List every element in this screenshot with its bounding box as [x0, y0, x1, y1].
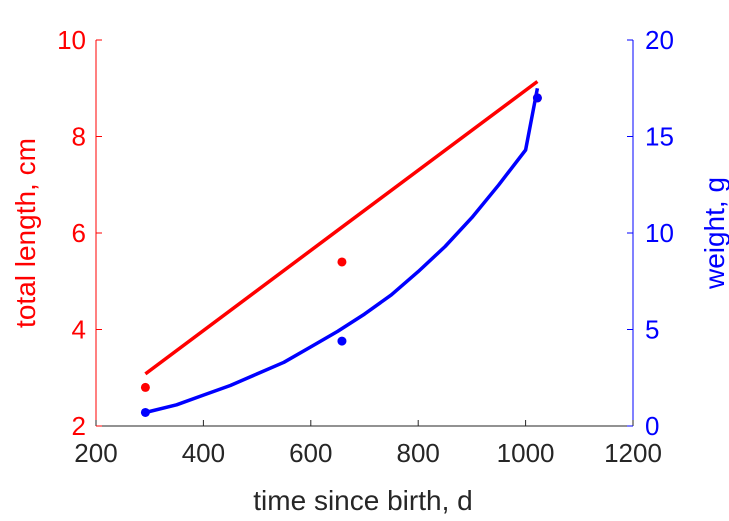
right-y-tick-label: 10 [645, 218, 674, 248]
weight-data-point [140, 407, 150, 417]
right-y-tick-label: 15 [645, 122, 674, 152]
data-points [140, 93, 542, 417]
length-data-point [337, 257, 347, 267]
left-y-tick-label: 8 [72, 122, 86, 152]
length-fit-curve [144, 80, 539, 376]
length-data-point [140, 382, 150, 392]
right-y-tick-label: 20 [645, 25, 674, 55]
weight-data-point [532, 93, 542, 103]
axes [95, 40, 634, 427]
left-y-tick-label: 4 [72, 315, 86, 345]
x-tick-label: 600 [289, 438, 332, 468]
fit-curves [144, 80, 540, 415]
right-y-tick-label: 0 [645, 411, 659, 441]
x-axis-title: time since birth, d [253, 485, 472, 516]
x-tick-label: 200 [74, 438, 117, 468]
x-tick-label: 400 [182, 438, 225, 468]
left-y-tick-label: 10 [57, 25, 86, 55]
left-y-tick-label: 2 [72, 411, 86, 441]
left-y-tick-label: 6 [72, 218, 86, 248]
x-tick-label: 1000 [497, 438, 555, 468]
left-y-axis-title: total length, cm [10, 138, 41, 328]
x-tick-label: 1200 [604, 438, 662, 468]
ticks: 200 400 600 800 1000 1200 2 4 6 8 10 0 5 10 15 20 [57, 25, 674, 468]
right-y-tick-label: 5 [645, 315, 659, 345]
x-tick-label: 800 [397, 438, 440, 468]
weight-fit-curve [144, 87, 540, 415]
right-y-axis-title: weight, g [699, 177, 729, 290]
weight-data-point [337, 336, 347, 346]
